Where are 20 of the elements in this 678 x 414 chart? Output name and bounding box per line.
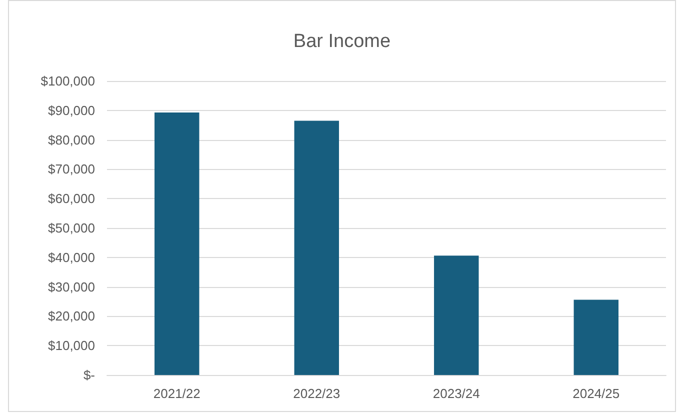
chart-title: Bar Income (293, 31, 391, 52)
bar (294, 120, 339, 375)
y-tick-label: $30,000 (48, 279, 95, 294)
y-tick-label: $50,000 (48, 220, 95, 236)
x-tick-label: 2022/23 (293, 386, 340, 401)
y-tick-label: $80,000 (48, 132, 95, 148)
bar (434, 256, 479, 375)
y-tick-label: $20,000 (48, 308, 95, 324)
y-tick-label: $90,000 (48, 102, 95, 118)
x-tick-label: 2023/24 (432, 386, 480, 401)
y-tick-label: $40,000 (48, 250, 95, 265)
y-tick-label: $10,000 (48, 338, 95, 354)
y-tick-label: $70,000 (48, 162, 95, 177)
bar (574, 300, 618, 375)
bar (154, 112, 200, 375)
x-tick-label: 2024/25 (572, 386, 620, 401)
y-tick-label: $60,000 (48, 191, 95, 206)
y-tick-label: $100,000 (40, 74, 95, 88)
x-tick-label: 2021/22 (153, 386, 200, 401)
y-tick-label: $- (83, 368, 95, 382)
